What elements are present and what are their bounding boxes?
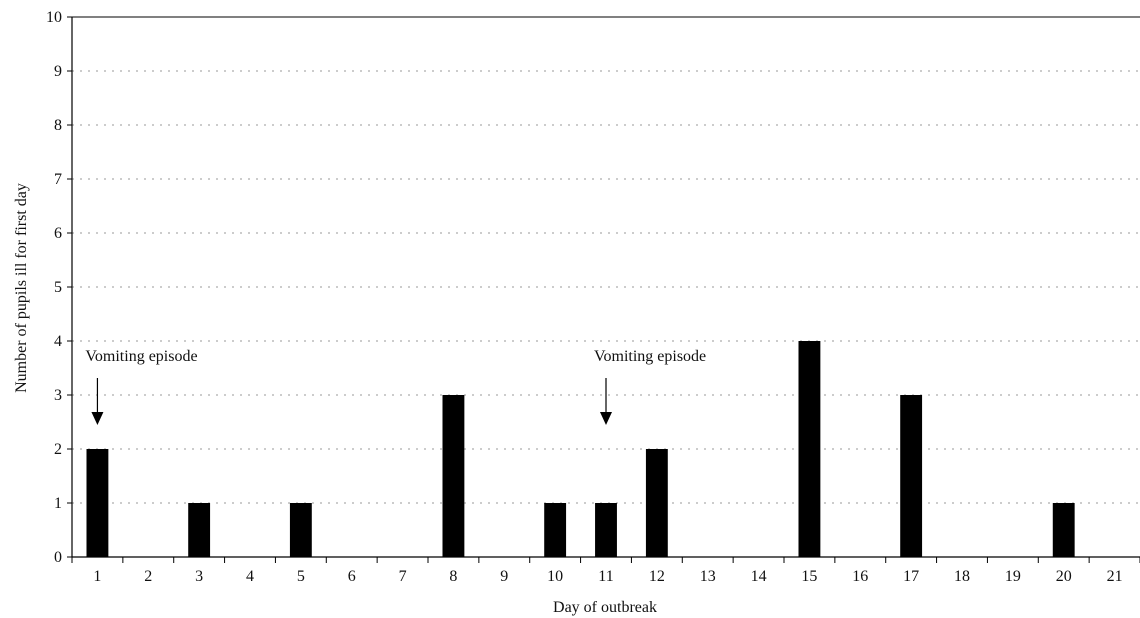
x-tick-labels: 1 2 3 4 5 6 7 8 9 10 11 12 13 14 15 16 17 18 19 20 21 xyxy=(93,568,1122,585)
annotation-text-2: Vomiting episode xyxy=(594,348,706,365)
annotation-arrow-head-2 xyxy=(600,412,612,425)
axes xyxy=(67,16,1140,563)
x-tick-label-9: 9 xyxy=(500,568,508,585)
annotation-text-1: Vomiting episode xyxy=(85,348,197,365)
y-axis-label: Number of pupils ill for first day xyxy=(13,183,30,393)
y-tick-label-4: 4 xyxy=(54,333,62,350)
x-tick-label-15: 15 xyxy=(801,568,817,585)
x-tick-label-8: 8 xyxy=(449,568,457,585)
bar-day-3 xyxy=(188,503,211,557)
y-tick-label-7: 7 xyxy=(54,171,62,188)
x-tick-label-5: 5 xyxy=(297,568,305,585)
bar-day-11 xyxy=(595,503,617,557)
y-tick-label-0: 0 xyxy=(54,549,62,566)
x-tick-label-12: 12 xyxy=(649,568,665,585)
bar-day-20 xyxy=(1052,503,1075,557)
x-tick-label-13: 13 xyxy=(700,568,716,585)
x-axis-label: Day of outbreak xyxy=(553,599,657,616)
bar-day-17 xyxy=(900,395,923,557)
x-tick-label-10: 10 xyxy=(547,568,563,585)
x-tick-label-17: 17 xyxy=(903,568,919,585)
bar-day-1 xyxy=(86,449,109,557)
y-tick-label-2: 2 xyxy=(54,441,62,458)
y-tick-label-5: 5 xyxy=(54,279,62,296)
x-tick-label-7: 7 xyxy=(399,568,407,585)
y-tick-label-1: 1 xyxy=(54,495,62,512)
x-tick-label-1: 1 xyxy=(93,568,101,585)
bar-day-15 xyxy=(798,341,821,557)
bar-day-12 xyxy=(645,449,668,557)
x-tick-label-3: 3 xyxy=(195,568,203,585)
bars xyxy=(86,341,1075,557)
y-tick-labels: 0 1 2 3 4 5 6 7 8 9 10 xyxy=(46,9,62,566)
y-tick-label-9: 9 xyxy=(54,63,62,80)
bar-day-5 xyxy=(289,503,312,557)
gridlines xyxy=(72,16,1140,504)
y-tick-label-8: 8 xyxy=(54,117,62,134)
x-tick-label-4: 4 xyxy=(246,568,254,585)
x-tick-label-19: 19 xyxy=(1005,568,1021,585)
x-tick-label-21: 21 xyxy=(1107,568,1123,585)
y-tick-label-3: 3 xyxy=(54,387,62,404)
x-tick-label-14: 14 xyxy=(751,568,767,585)
annotation-arrow-head-1 xyxy=(91,412,104,425)
x-tick-label-16: 16 xyxy=(852,568,868,585)
annotations: Vomiting episode Vomiting episode xyxy=(85,348,706,425)
x-tick-label-18: 18 xyxy=(954,568,970,585)
x-tick-label-11: 11 xyxy=(598,568,613,585)
bar-day-8 xyxy=(442,395,465,557)
y-tick-label-10: 10 xyxy=(46,9,62,26)
x-tick-label-6: 6 xyxy=(348,568,356,585)
x-tick-label-20: 20 xyxy=(1056,568,1072,585)
x-tick-label-2: 2 xyxy=(144,568,152,585)
y-tick-label-6: 6 xyxy=(54,225,62,242)
bar-day-10 xyxy=(544,503,567,557)
